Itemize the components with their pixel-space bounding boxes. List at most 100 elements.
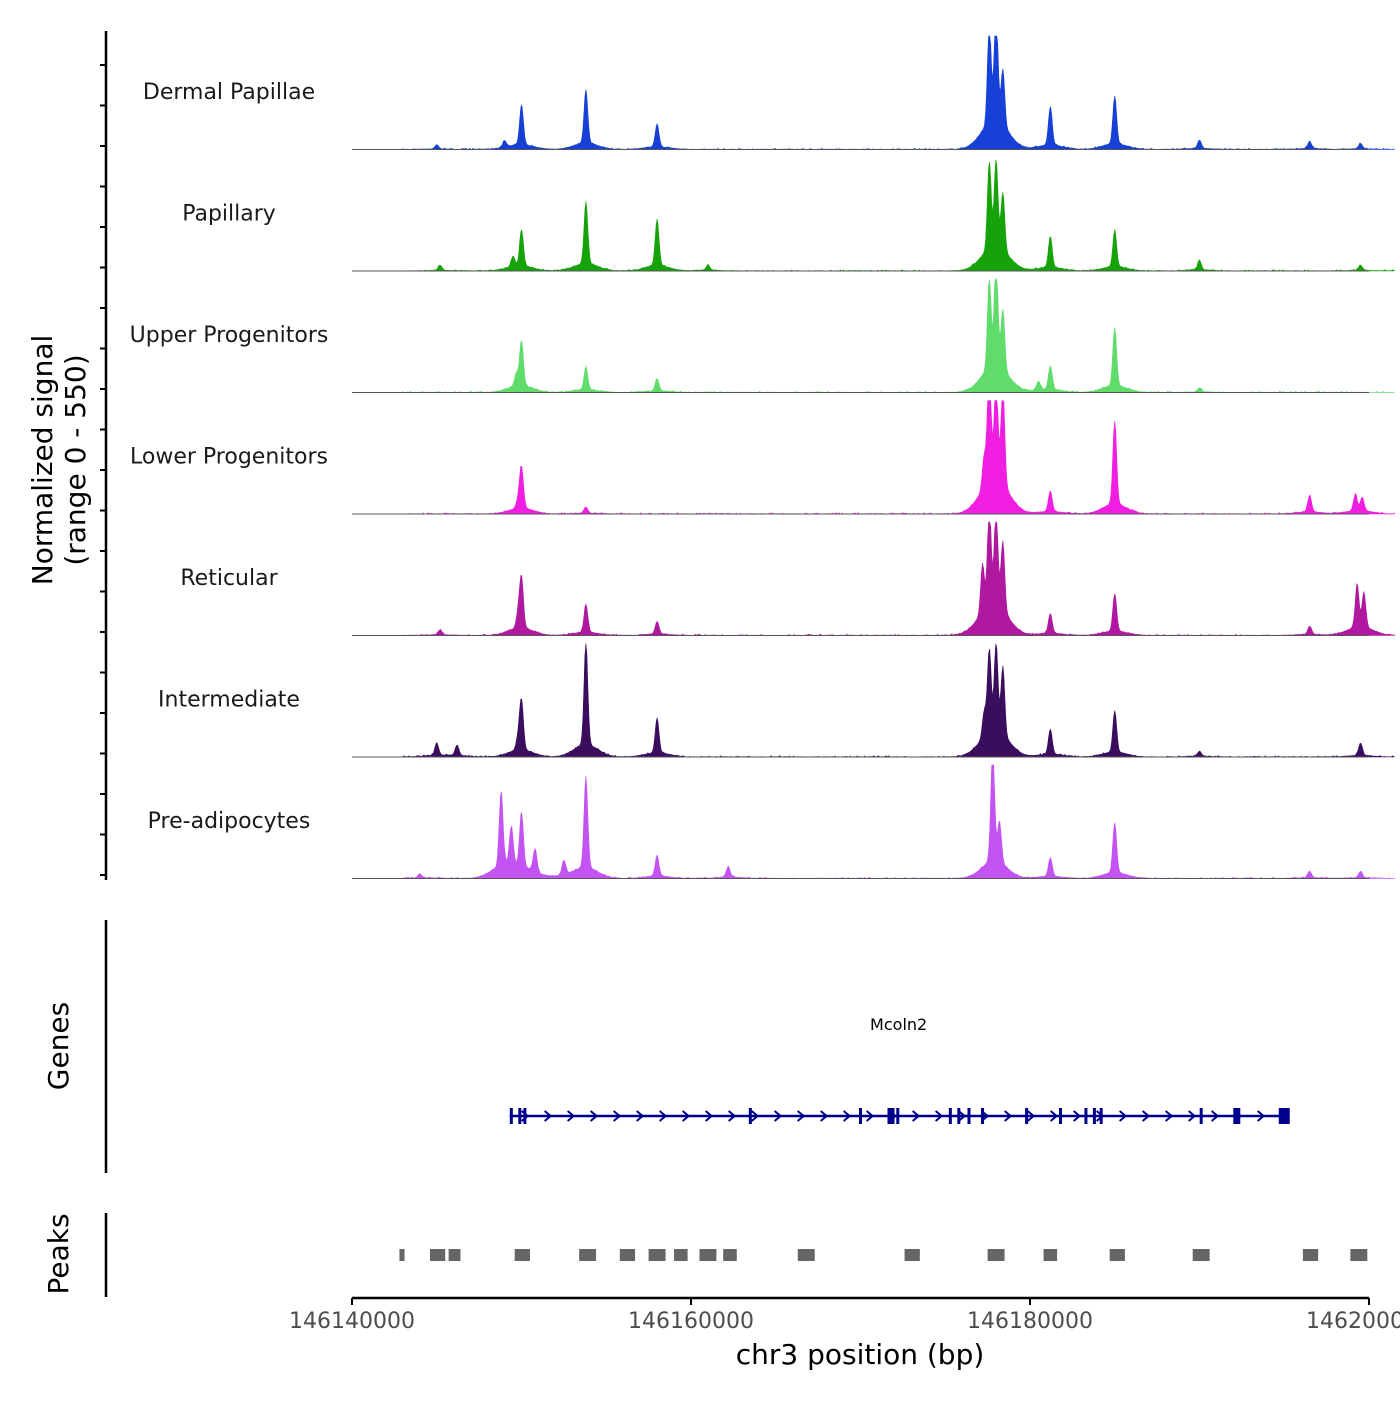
exon	[859, 1108, 862, 1124]
track-upper-progenitors: Upper Progenitors	[130, 278, 1395, 393]
track-label: Reticular	[180, 566, 278, 591]
signal-area	[402, 764, 1395, 879]
strand-arrow	[819, 1110, 829, 1122]
track-label: Lower Progenitors	[130, 445, 328, 470]
gene-name-label: Mcoln2	[870, 1015, 927, 1034]
strand-arrow	[1164, 1110, 1174, 1122]
peak-region	[674, 1249, 688, 1261]
strand-arrow	[1003, 1110, 1013, 1122]
track-papillary: Papillary	[182, 159, 1395, 272]
peak-region	[1350, 1249, 1368, 1261]
strand-arrow	[681, 1110, 691, 1122]
peak-region	[648, 1249, 666, 1261]
x-tick-label: 146140000	[289, 1309, 415, 1334]
signal-area	[402, 278, 1395, 393]
exon	[981, 1108, 985, 1124]
strand-arrow	[773, 1110, 783, 1122]
exon	[1278, 1108, 1290, 1124]
strand-arrow	[704, 1110, 714, 1122]
exon	[509, 1108, 513, 1124]
track-label: Upper Progenitors	[130, 323, 329, 348]
peak-region	[514, 1249, 530, 1261]
track-lower-progenitors: Lower Progenitors	[130, 400, 1395, 515]
left-axis	[100, 31, 108, 1297]
strand-arrow	[566, 1110, 576, 1122]
peak-region	[619, 1249, 636, 1261]
strand-arrow	[865, 1110, 875, 1122]
strand-arrow	[1049, 1110, 1059, 1122]
x-tick-label: 146200000	[1306, 1309, 1400, 1334]
exon	[1025, 1108, 1029, 1124]
exon	[896, 1108, 900, 1124]
peak-region	[797, 1249, 815, 1261]
track-intermediate: Intermediate	[158, 643, 1395, 758]
strand-arrow	[911, 1110, 921, 1122]
x-tick-label: 146160000	[628, 1309, 754, 1334]
exon	[967, 1108, 971, 1124]
x-axis: 146140000 146160000 146180000 146200000	[289, 1296, 1400, 1334]
peak-region	[448, 1249, 461, 1261]
strand-arrow	[1141, 1110, 1151, 1122]
strand-arrow	[1256, 1110, 1266, 1122]
strand-arrow	[1210, 1110, 1220, 1122]
strand-arrow	[1118, 1110, 1128, 1122]
strand-arrow	[934, 1110, 944, 1122]
strand-arrow	[612, 1110, 622, 1122]
strand-arrow	[727, 1110, 737, 1122]
peaks-track	[399, 1249, 1368, 1261]
track-label: Pre-adipocytes	[148, 809, 311, 834]
signal-area	[402, 35, 1395, 150]
track-label: Papillary	[182, 202, 276, 227]
peak-region	[699, 1249, 717, 1261]
peak-region	[1302, 1249, 1319, 1261]
signal-area	[402, 159, 1395, 272]
strand-arrow	[842, 1110, 852, 1122]
signal-area	[402, 521, 1395, 636]
genes-track: Mcoln2	[509, 1015, 1290, 1124]
x-axis-title: chr3 position (bp)	[736, 1338, 985, 1371]
exon	[748, 1108, 752, 1124]
exon	[1084, 1108, 1088, 1124]
genes-track-title: Genes	[42, 1002, 75, 1090]
exon	[1199, 1108, 1203, 1124]
signal-area	[402, 643, 1395, 758]
strand-arrow	[1026, 1110, 1036, 1122]
strand-arrow	[635, 1110, 645, 1122]
strand-arrow	[957, 1110, 967, 1122]
exon	[1233, 1108, 1241, 1124]
x-tick-label: 146180000	[967, 1309, 1093, 1334]
strand-arrow	[589, 1110, 599, 1122]
exon	[1092, 1108, 1096, 1124]
track-dermal-papillae: Dermal Papillae	[143, 35, 1395, 150]
exon	[1099, 1108, 1103, 1124]
peak-region	[579, 1249, 597, 1261]
strand-arrow	[1072, 1110, 1082, 1122]
track-label: Intermediate	[158, 688, 300, 713]
exon	[518, 1108, 522, 1124]
peak-region	[723, 1249, 737, 1261]
track-pre-adipocytes: Pre-adipocytes	[148, 764, 1395, 879]
track-reticular: Reticular	[180, 521, 1395, 636]
peak-region	[1109, 1249, 1125, 1261]
peak-region	[987, 1249, 1005, 1261]
coverage-tracks: Dermal Papillae Papillary Upper Progenitor…	[130, 35, 1395, 879]
strand-arrow	[658, 1110, 668, 1122]
exon	[957, 1108, 961, 1124]
strand-arrow	[1187, 1110, 1197, 1122]
peaks-track-title: Peaks	[42, 1213, 75, 1294]
peak-region	[904, 1249, 920, 1261]
y-axis-title-line1: Normalized signal	[26, 335, 59, 586]
y-axis-title-line2: (range 0 - 550)	[59, 354, 92, 565]
peak-region	[1043, 1249, 1058, 1261]
track-label: Dermal Papillae	[143, 80, 315, 105]
peak-region	[399, 1249, 405, 1261]
exon	[1059, 1108, 1063, 1124]
exon	[887, 1108, 895, 1124]
peak-region	[429, 1249, 446, 1261]
exon	[523, 1108, 527, 1124]
signal-area	[402, 400, 1395, 515]
strand-arrow	[750, 1110, 760, 1122]
strand-arrow	[796, 1110, 806, 1122]
